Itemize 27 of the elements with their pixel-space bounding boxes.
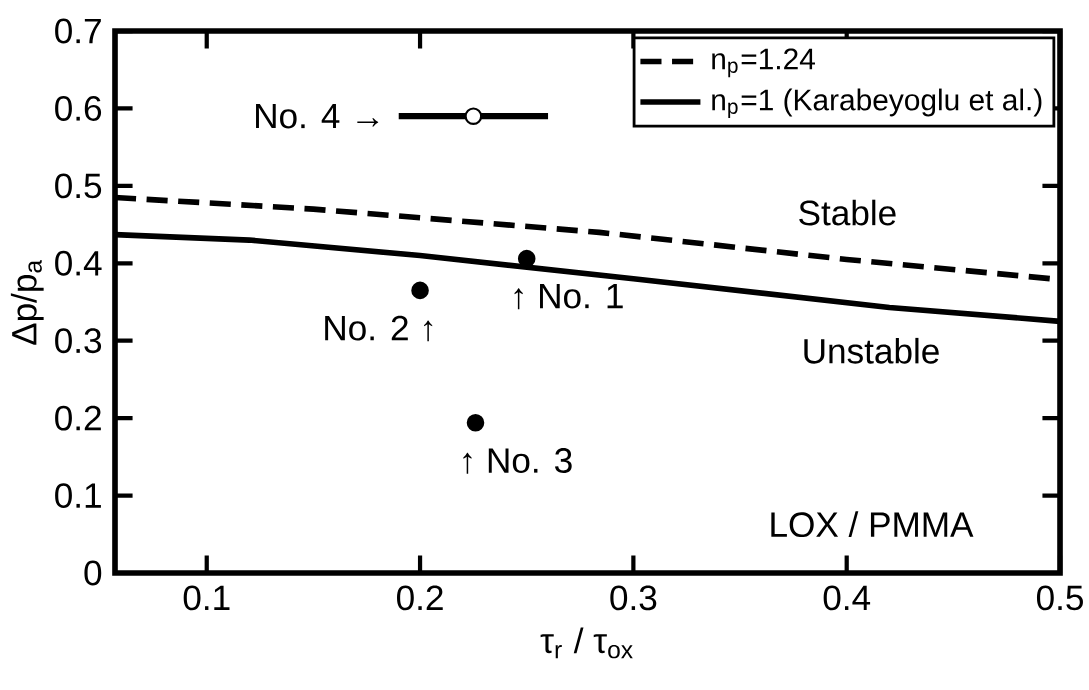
y-axis-title: Δp/p$_{a}$ — [10, 259, 44, 345]
legend-label: n$_{p}$=1.24 — [712, 48, 815, 78]
x-tick-label: 0.3 — [610, 585, 657, 611]
legend-label: n$_{p}$=1 (Karabeyoglu et al.) — [712, 88, 1042, 119]
y-tick-label: 0.1 — [55, 483, 101, 509]
annotation: LOX / PMMA — [771, 511, 974, 538]
annotation: Unstable — [804, 337, 939, 364]
x-tick-label: 0.4 — [823, 585, 871, 611]
annotation: ↑ No. 1 — [514, 283, 623, 310]
x-tick-label: 0.2 — [397, 585, 443, 611]
x-tick-label: 0.1 — [183, 585, 230, 611]
point — [466, 414, 485, 432]
point — [411, 281, 429, 300]
annotation: ↑ No. 3 — [463, 448, 572, 474]
annotation: No. 4 → — [256, 103, 379, 129]
annotation: No. 2 ↑ — [325, 315, 433, 342]
annotation: Stable — [799, 199, 896, 226]
y-tick-label: 0.2 — [55, 405, 101, 431]
x-axis-title: τ$_{r}$ / τ$_{ox}$ — [540, 627, 633, 659]
y-tick-label: 0.3 — [55, 328, 102, 354]
point — [464, 107, 483, 125]
x-tick-label: 0.5 — [1036, 585, 1083, 611]
y-tick-label: 0.5 — [55, 173, 102, 199]
y-tick-label: 0.6 — [55, 96, 102, 121]
y-tick-label: 0 — [84, 560, 102, 586]
y-tick-label: 0.4 — [55, 250, 102, 276]
y-tick-label: 0.7 — [55, 18, 101, 44]
